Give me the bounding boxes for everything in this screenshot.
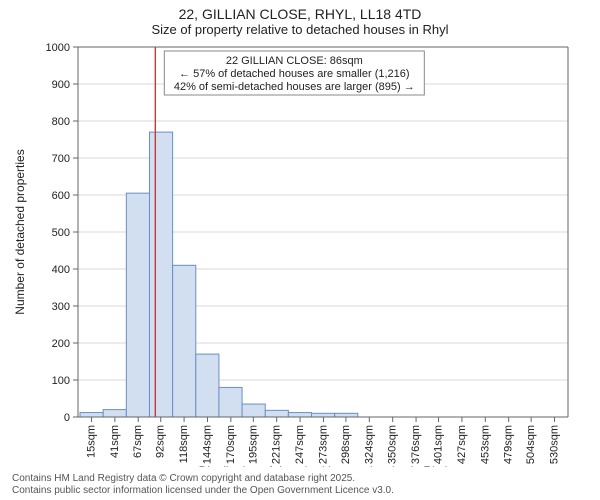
chart-title-1: 22, GILLIAN CLOSE, RHYL, LL18 4TD (0, 0, 600, 22)
histogram-plot: 0 100 200 300 400 500 600 700 800 900 1000 15sqm 41s… (0, 37, 600, 467)
svg-text:Distribution of detached house: Distribution of detached houses by size … (199, 464, 448, 467)
svg-text:67sqm: 67sqm (132, 425, 144, 458)
svg-text:221sqm: 221sqm (271, 425, 283, 464)
svg-text:800: 800 (52, 116, 70, 128)
svg-text:479sqm: 479sqm (503, 425, 515, 464)
svg-text:22 GILLIAN CLOSE: 86sqm: 22 GILLIAN CLOSE: 86sqm (226, 55, 363, 67)
svg-text:92sqm: 92sqm (155, 425, 167, 458)
svg-text:273sqm: 273sqm (317, 425, 329, 464)
svg-text:300: 300 (52, 301, 70, 313)
chart-container: { "title": { "line1": "22, GILLIAN CLOSE… (0, 0, 600, 500)
footer-line-2: Contains public sector information licen… (12, 485, 394, 496)
svg-text:118sqm: 118sqm (178, 425, 190, 463)
svg-text:144sqm: 144sqm (201, 425, 213, 464)
svg-text:247sqm: 247sqm (294, 425, 306, 464)
svg-text:900: 900 (52, 79, 70, 91)
svg-text:1000: 1000 (46, 42, 70, 54)
svg-text:Number of detached properties: Number of detached properties (13, 149, 27, 314)
svg-text:530sqm: 530sqm (549, 425, 561, 464)
svg-text:376sqm: 376sqm (410, 425, 422, 464)
svg-text:500: 500 (52, 227, 70, 239)
svg-text:195sqm: 195sqm (247, 425, 259, 464)
svg-text:401sqm: 401sqm (433, 425, 445, 464)
svg-text:42% of semi-detached houses ar: 42% of semi-detached houses are larger (… (174, 81, 415, 93)
svg-text:170sqm: 170sqm (225, 425, 237, 464)
chart-title-2: Size of property relative to detached ho… (0, 22, 600, 37)
svg-text:15sqm: 15sqm (85, 425, 97, 458)
svg-text:41sqm: 41sqm (109, 425, 121, 458)
svg-text:298sqm: 298sqm (340, 425, 352, 464)
svg-text:324sqm: 324sqm (363, 425, 375, 464)
svg-text:400: 400 (52, 264, 70, 276)
svg-text:427sqm: 427sqm (456, 425, 468, 464)
svg-text:100: 100 (52, 375, 70, 387)
svg-text:200: 200 (52, 338, 70, 350)
svg-text:← 57% of detached houses are s: ← 57% of detached houses are smaller (1,… (179, 68, 410, 80)
svg-text:600: 600 (52, 190, 70, 202)
svg-text:504sqm: 504sqm (525, 425, 537, 464)
svg-text:350sqm: 350sqm (387, 425, 399, 464)
footer-line-1: Contains HM Land Registry data © Crown c… (12, 473, 355, 484)
svg-text:700: 700 (52, 153, 70, 165)
svg-text:0: 0 (64, 412, 70, 424)
svg-text:453sqm: 453sqm (479, 425, 491, 464)
